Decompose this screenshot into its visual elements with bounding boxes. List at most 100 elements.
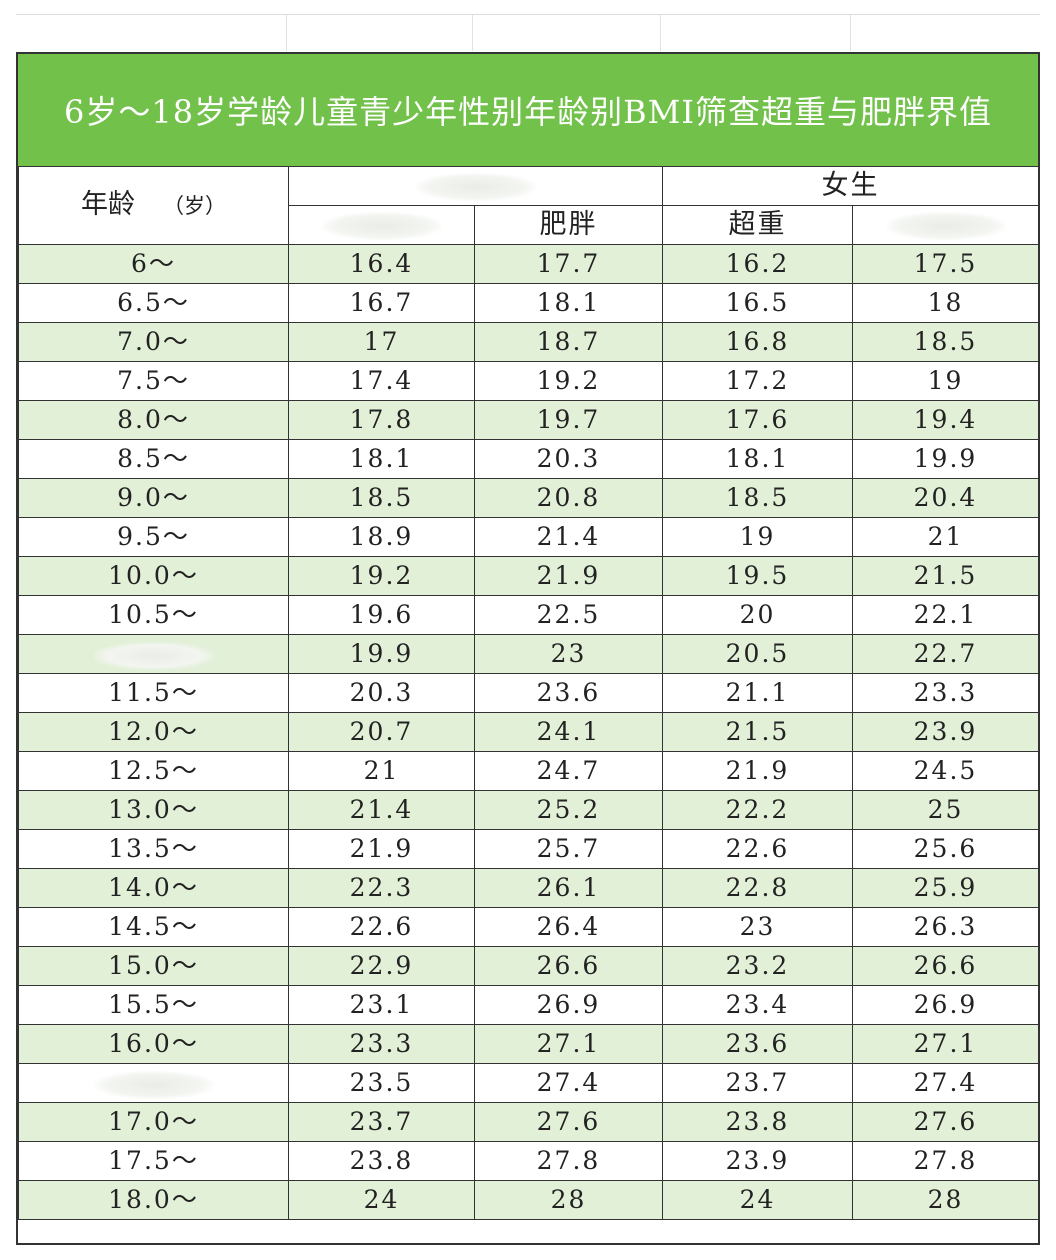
boys-overweight-cell[interactable]: 21.4: [288, 790, 475, 830]
girls-overweight-cell[interactable]: 23.7: [662, 1063, 853, 1103]
age-cell[interactable]: [18, 634, 289, 674]
age-cell[interactable]: 10.0～: [18, 556, 289, 596]
girls-overweight-cell[interactable]: 16.2: [662, 244, 853, 284]
boys-obese-cell[interactable]: 21.4: [474, 517, 663, 557]
boys-overweight-cell[interactable]: 17: [288, 322, 475, 362]
age-cell[interactable]: 6.5～: [18, 283, 289, 323]
girls-obese-cell[interactable]: 21: [852, 517, 1039, 557]
boys-obese-cell[interactable]: 22.5: [474, 595, 663, 635]
boys-overweight-cell[interactable]: 18.5: [288, 478, 475, 518]
boys-obese-cell[interactable]: 23: [474, 634, 663, 674]
girls-overweight-cell[interactable]: 23: [662, 907, 853, 947]
girls-obese-cell[interactable]: 20.4: [852, 478, 1039, 518]
boys-obese-cell[interactable]: 20.8: [474, 478, 663, 518]
boys-obese-cell[interactable]: 19.2: [474, 361, 663, 401]
boys-overweight-cell[interactable]: 22.3: [288, 868, 475, 908]
boys-obese-cell[interactable]: 26.4: [474, 907, 663, 947]
age-cell[interactable]: 15.0～: [18, 946, 289, 986]
girls-obese-cell[interactable]: 24.5: [852, 751, 1039, 791]
girls-obese-cell[interactable]: 26.9: [852, 985, 1039, 1025]
boys-overweight-cell[interactable]: 21: [288, 751, 475, 791]
boys-overweight-cell[interactable]: 23.1: [288, 985, 475, 1025]
boys-obese-cell[interactable]: 24.7: [474, 751, 663, 791]
boys-overweight-cell[interactable]: 20.7: [288, 712, 475, 752]
girls-obese-cell[interactable]: 19.4: [852, 400, 1039, 440]
boys-obese-cell[interactable]: 20.3: [474, 439, 663, 479]
age-cell[interactable]: 9.0～: [18, 478, 289, 518]
girls-overweight-cell[interactable]: 21.5: [662, 712, 853, 752]
age-cell[interactable]: 9.5～: [18, 517, 289, 557]
age-cell[interactable]: 13.5～: [18, 829, 289, 869]
boys-obese-cell[interactable]: 21.9: [474, 556, 663, 596]
age-cell[interactable]: 7.5～: [18, 361, 289, 401]
boys-group-header[interactable]: [288, 166, 663, 206]
boys-obese-cell[interactable]: 24.1: [474, 712, 663, 752]
age-cell[interactable]: 16.0～: [18, 1024, 289, 1064]
girls-obese-cell[interactable]: 27.6: [852, 1102, 1039, 1142]
age-cell[interactable]: 12.5～: [18, 751, 289, 791]
girls-obese-cell[interactable]: 28: [852, 1180, 1039, 1220]
boys-obese-cell[interactable]: 18.7: [474, 322, 663, 362]
boys-obese-cell[interactable]: 25.7: [474, 829, 663, 869]
age-cell[interactable]: 10.5～: [18, 595, 289, 635]
age-cell[interactable]: [18, 1063, 289, 1103]
girls-overweight-cell[interactable]: 21.9: [662, 751, 853, 791]
age-cell[interactable]: 8.0～: [18, 400, 289, 440]
girls-overweight-cell[interactable]: 22.8: [662, 868, 853, 908]
girls-overweight-cell[interactable]: 23.6: [662, 1024, 853, 1064]
boys-overweight-cell[interactable]: 16.4: [288, 244, 475, 284]
boys-overweight-cell[interactable]: 24: [288, 1180, 475, 1220]
girls-overweight-header[interactable]: 超重: [662, 205, 853, 245]
boys-overweight-cell[interactable]: 19.6: [288, 595, 475, 635]
girls-obese-cell[interactable]: 25.6: [852, 829, 1039, 869]
girls-obese-cell[interactable]: 17.5: [852, 244, 1039, 284]
girls-obese-cell[interactable]: 26.3: [852, 907, 1039, 947]
girls-obese-cell[interactable]: 18.5: [852, 322, 1039, 362]
age-cell[interactable]: 18.0～: [18, 1180, 289, 1220]
boys-overweight-cell[interactable]: 19.9: [288, 634, 475, 674]
boys-obese-cell[interactable]: 18.1: [474, 283, 663, 323]
boys-obese-cell[interactable]: 27.8: [474, 1141, 663, 1181]
girls-obese-cell[interactable]: 27.8: [852, 1141, 1039, 1181]
age-cell[interactable]: 7.0～: [18, 322, 289, 362]
girls-obese-header[interactable]: [852, 205, 1039, 245]
age-cell[interactable]: 17.5～: [18, 1141, 289, 1181]
age-cell[interactable]: 11.5～: [18, 673, 289, 713]
boys-overweight-cell[interactable]: 23.8: [288, 1141, 475, 1181]
girls-obese-cell[interactable]: 27.1: [852, 1024, 1039, 1064]
girls-overweight-cell[interactable]: 20.5: [662, 634, 853, 674]
girls-obese-cell[interactable]: 25.9: [852, 868, 1039, 908]
boys-overweight-cell[interactable]: 22.9: [288, 946, 475, 986]
girls-overweight-cell[interactable]: 20: [662, 595, 853, 635]
boys-overweight-cell[interactable]: 23.5: [288, 1063, 475, 1103]
girls-obese-cell[interactable]: 19.9: [852, 439, 1039, 479]
boys-overweight-cell[interactable]: 17.4: [288, 361, 475, 401]
girls-overweight-cell[interactable]: 23.9: [662, 1141, 853, 1181]
boys-overweight-cell[interactable]: 22.6: [288, 907, 475, 947]
girls-obese-cell[interactable]: 25: [852, 790, 1039, 830]
boys-obese-cell[interactable]: 19.7: [474, 400, 663, 440]
age-cell[interactable]: 8.5～: [18, 439, 289, 479]
girls-overweight-cell[interactable]: 17.6: [662, 400, 853, 440]
boys-obese-cell[interactable]: 27.1: [474, 1024, 663, 1064]
boys-overweight-cell[interactable]: 23.3: [288, 1024, 475, 1064]
boys-obese-cell[interactable]: 26.6: [474, 946, 663, 986]
girls-overweight-cell[interactable]: 19.5: [662, 556, 853, 596]
boys-overweight-cell[interactable]: 23.7: [288, 1102, 475, 1142]
boys-overweight-cell[interactable]: 20.3: [288, 673, 475, 713]
age-cell[interactable]: 12.0～: [18, 712, 289, 752]
boys-obese-cell[interactable]: 23.6: [474, 673, 663, 713]
girls-overweight-cell[interactable]: 23.2: [662, 946, 853, 986]
age-cell[interactable]: 17.0～: [18, 1102, 289, 1142]
girls-overweight-cell[interactable]: 16.5: [662, 283, 853, 323]
boys-obese-header[interactable]: 肥胖: [474, 205, 663, 245]
boys-obese-cell[interactable]: 27.6: [474, 1102, 663, 1142]
boys-overweight-cell[interactable]: 18.1: [288, 439, 475, 479]
girls-overweight-cell[interactable]: 21.1: [662, 673, 853, 713]
girls-obese-cell[interactable]: 23.9: [852, 712, 1039, 752]
girls-obese-cell[interactable]: 22.1: [852, 595, 1039, 635]
girls-obese-cell[interactable]: 22.7: [852, 634, 1039, 674]
boys-obese-cell[interactable]: 28: [474, 1180, 663, 1220]
girls-overweight-cell[interactable]: 22.6: [662, 829, 853, 869]
boys-overweight-cell[interactable]: 21.9: [288, 829, 475, 869]
